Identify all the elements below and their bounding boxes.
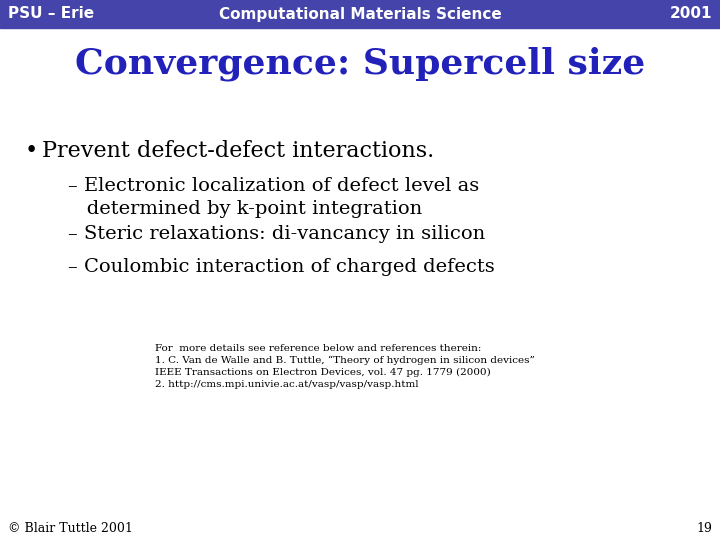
Text: Convergence: Supercell size: Convergence: Supercell size (75, 47, 645, 81)
Bar (0, 0, 720, 28)
Text: – Electronic localization of defect level as
   determined by k-point integratio: – Electronic localization of defect leve… (68, 177, 480, 218)
Text: © Blair Tuttle 2001: © Blair Tuttle 2001 (8, 523, 133, 536)
Text: Computational Materials Science: Computational Materials Science (219, 6, 501, 22)
Text: 19: 19 (696, 523, 712, 536)
Text: – Coulombic interaction of charged defects: – Coulombic interaction of charged defec… (68, 258, 495, 276)
Text: PSU – Erie: PSU – Erie (8, 6, 94, 22)
Text: – Steric relaxations: di-vancancy in silicon: – Steric relaxations: di-vancancy in sil… (68, 225, 485, 243)
Text: For  more details see reference below and references therein:
1. C. Van de Walle: For more details see reference below and… (155, 344, 535, 389)
Text: 2001: 2001 (670, 6, 712, 22)
Text: •: • (25, 140, 38, 162)
Text: Prevent defect-defect interactions.: Prevent defect-defect interactions. (42, 140, 434, 162)
